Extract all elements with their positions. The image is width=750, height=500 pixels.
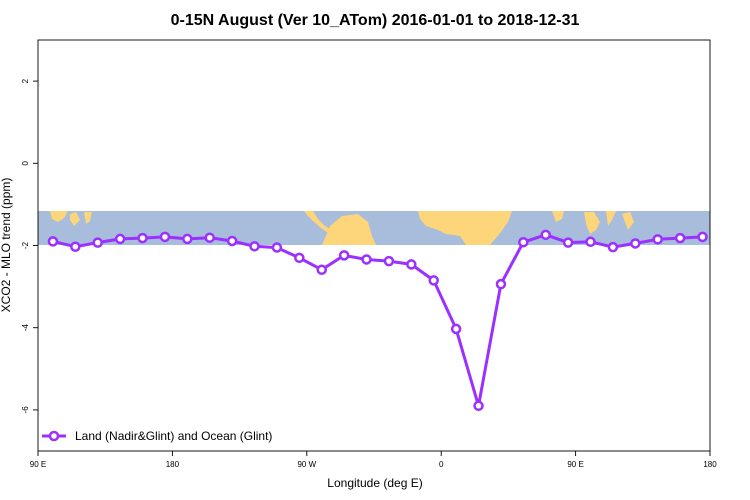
data-point [338,250,350,261]
data-point [271,242,283,253]
legend-label: Land (Nadir&Glint) and Ocean (Glint) [75,429,272,443]
data-point [294,252,305,264]
data-point [316,264,327,275]
y-tick-label: 0 [21,161,30,166]
series-layer [47,229,708,412]
legend: Land (Nadir&Glint) and Ocean (Glint) [42,429,272,443]
x-tick-label: 180 [166,460,180,469]
y-tick-label: -2 [21,241,30,249]
x-tick-label: 180 [703,460,717,469]
y-axis: -6 -4 -2 0 2 [21,78,38,413]
data-point [428,275,439,286]
data-point [204,232,215,243]
data-point [47,236,59,247]
map-land-africa [418,211,512,245]
data-point [92,237,103,248]
legend-marker [48,430,60,442]
data-point [495,278,507,290]
y-tick-label: 2 [21,78,30,83]
series-line [52,233,703,408]
data-point [137,232,148,244]
data-point [361,254,372,265]
data-point [70,241,81,252]
chart-title: 0-15N August (Ver 10_ATom) 2016-01-01 to… [171,12,580,29]
data-point [630,238,641,249]
data-point [674,232,686,244]
data-point [518,236,529,248]
y-axis-label: XCO2 - MLO trend (ppm) [0,178,13,313]
x-tick-label: 90 E [567,460,583,469]
x-tick-label: 90 W [297,460,316,469]
data-point [607,241,619,253]
x-tick-label: 90 E [30,460,46,469]
y-tick-label: -6 [21,406,30,414]
data-point [450,323,462,335]
data-point [562,237,574,248]
data-point [652,234,663,245]
data-point [406,259,417,270]
map-land-central-america [304,211,330,233]
data-point [114,233,126,245]
data-point [540,229,551,241]
data-point [383,255,395,267]
map-land-south-america [322,214,376,245]
map-land-southeast-asia [50,211,92,226]
y-tick-label: -4 [21,324,30,332]
x-axis-label: Longitude (deg E) [327,476,422,490]
data-point [249,241,260,252]
x-axis: 90 E 180 90 W 0 90 E 180 [30,451,717,469]
map-ocean [38,211,710,245]
data-point [226,235,238,247]
map-land-southeast-asia-right [552,211,634,234]
data-point [182,233,193,245]
data-point [473,400,484,412]
x-tick-label: 0 [439,460,444,469]
data-point [159,231,171,243]
background-map [38,211,710,245]
data-point [585,236,596,248]
data-point [697,231,708,243]
